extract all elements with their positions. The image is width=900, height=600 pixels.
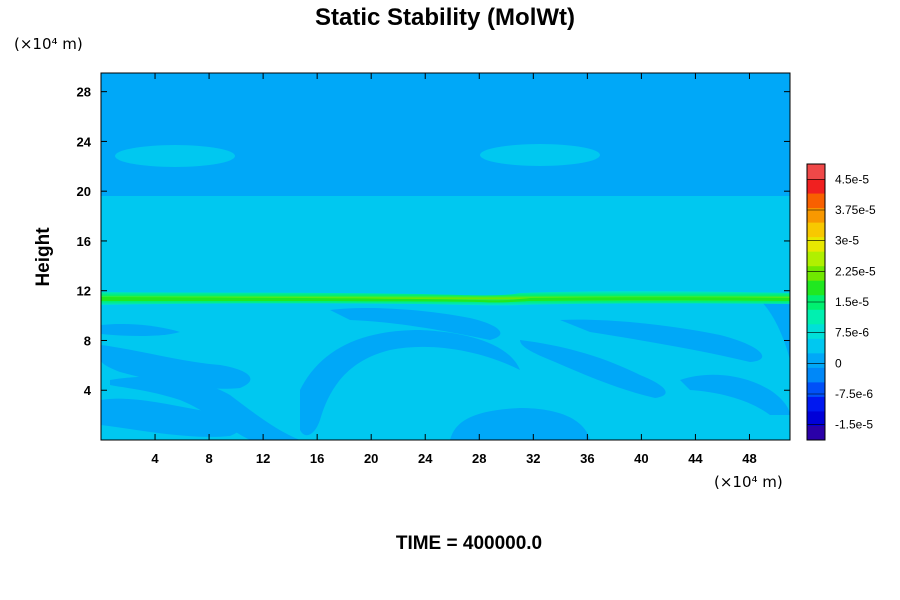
colorbar-label: 3e-5 xyxy=(835,234,859,248)
y-tick-label: 8 xyxy=(84,333,91,348)
x-tick-label: 24 xyxy=(418,451,433,466)
swirl xyxy=(300,330,520,436)
plot-frame xyxy=(100,72,791,441)
colorbar-swatch xyxy=(807,280,825,296)
y-tick-label: 4 xyxy=(84,383,92,398)
colorbar-label: 3.75e-5 xyxy=(835,203,876,217)
x-tick-label: 32 xyxy=(526,451,540,466)
y-tick-label: 24 xyxy=(77,134,92,149)
colorbar-swatch xyxy=(807,338,825,354)
swirl xyxy=(330,307,501,340)
x-tick-label: 12 xyxy=(256,451,270,466)
chart-title: Static Stability (MolWt) xyxy=(315,4,575,31)
colorbar-swatch xyxy=(807,396,825,412)
colorbar-swatch xyxy=(807,164,825,180)
colorbar-label: 7.5e-6 xyxy=(835,326,869,340)
y-tick-label: 16 xyxy=(77,234,91,249)
colorbar-swatch xyxy=(807,193,825,209)
colorbar-swatch xyxy=(807,251,825,267)
x-tick-label: 48 xyxy=(742,451,756,466)
y-tick-label: 12 xyxy=(77,284,91,299)
x-tick-label: 40 xyxy=(634,451,648,466)
colorbar-swatch xyxy=(807,222,825,238)
x-tick-label: 8 xyxy=(205,451,212,466)
x-tick-label: 44 xyxy=(688,451,703,466)
lower-swirls xyxy=(101,300,790,440)
upper-blob-right xyxy=(480,144,600,166)
colorbar: 4.5e-5 3.75e-5 3e-5 2.25e-5 1.5e-5 7.5e-6 0 -7.… xyxy=(806,163,876,441)
colorbar-swatch xyxy=(807,410,825,426)
x-tick-label: 20 xyxy=(364,451,378,466)
x-tick-label: 4 xyxy=(151,451,159,466)
jet-core xyxy=(101,297,790,303)
heatmap-field xyxy=(101,73,790,440)
y-axis-ticks: 4 8 12 16 20 24 28 xyxy=(77,85,790,398)
y-axis-label: Height xyxy=(33,227,54,287)
colorbar-swatch xyxy=(807,309,825,325)
colorbar-label: -7.5e-6 xyxy=(835,387,873,401)
colorbar-label: 2.25e-5 xyxy=(835,264,876,278)
x-tick-label: 36 xyxy=(580,451,594,466)
y-unit-label: (×10⁴ m) xyxy=(14,35,83,53)
x-tick-label: 28 xyxy=(472,451,486,466)
swirl xyxy=(110,376,300,440)
x-unit-label: (×10⁴ m) xyxy=(714,473,783,491)
colorbar-swatch xyxy=(807,207,825,223)
swirl xyxy=(520,340,666,398)
colorbar-swatch xyxy=(807,236,825,252)
colorbar-label: -1.5e-5 xyxy=(835,418,873,432)
swirl xyxy=(101,345,251,389)
colorbar-swatch xyxy=(807,367,825,383)
colorbar-swatch xyxy=(807,381,825,397)
y-tick-label: 20 xyxy=(77,184,91,199)
colorbar-swatch xyxy=(807,323,825,339)
y-tick-label: 28 xyxy=(77,85,91,100)
upper-layer-fill xyxy=(101,73,790,196)
swirl xyxy=(101,323,180,336)
swirl xyxy=(680,374,790,415)
x-axis-ticks: 4 8 12 16 20 24 28 32 36 40 44 48 xyxy=(151,73,757,466)
swirl xyxy=(101,398,241,437)
colorbar-label: 4.5e-5 xyxy=(835,172,869,186)
colorbar-label: 1.5e-5 xyxy=(835,295,869,309)
time-footer: TIME = 400000.0 xyxy=(396,533,542,554)
swirl xyxy=(560,319,763,362)
colorbar-swatch xyxy=(807,352,825,368)
x-tick-label: 16 xyxy=(310,451,324,466)
jet-band xyxy=(101,291,790,306)
colorbar-swatch xyxy=(807,265,825,281)
swirl xyxy=(760,300,790,360)
upper-blob-left xyxy=(115,145,235,167)
swirl xyxy=(450,408,590,440)
colorbar-swatch xyxy=(807,178,825,194)
colorbar-swatch xyxy=(807,425,825,441)
colorbar-label: 0 xyxy=(835,356,842,370)
